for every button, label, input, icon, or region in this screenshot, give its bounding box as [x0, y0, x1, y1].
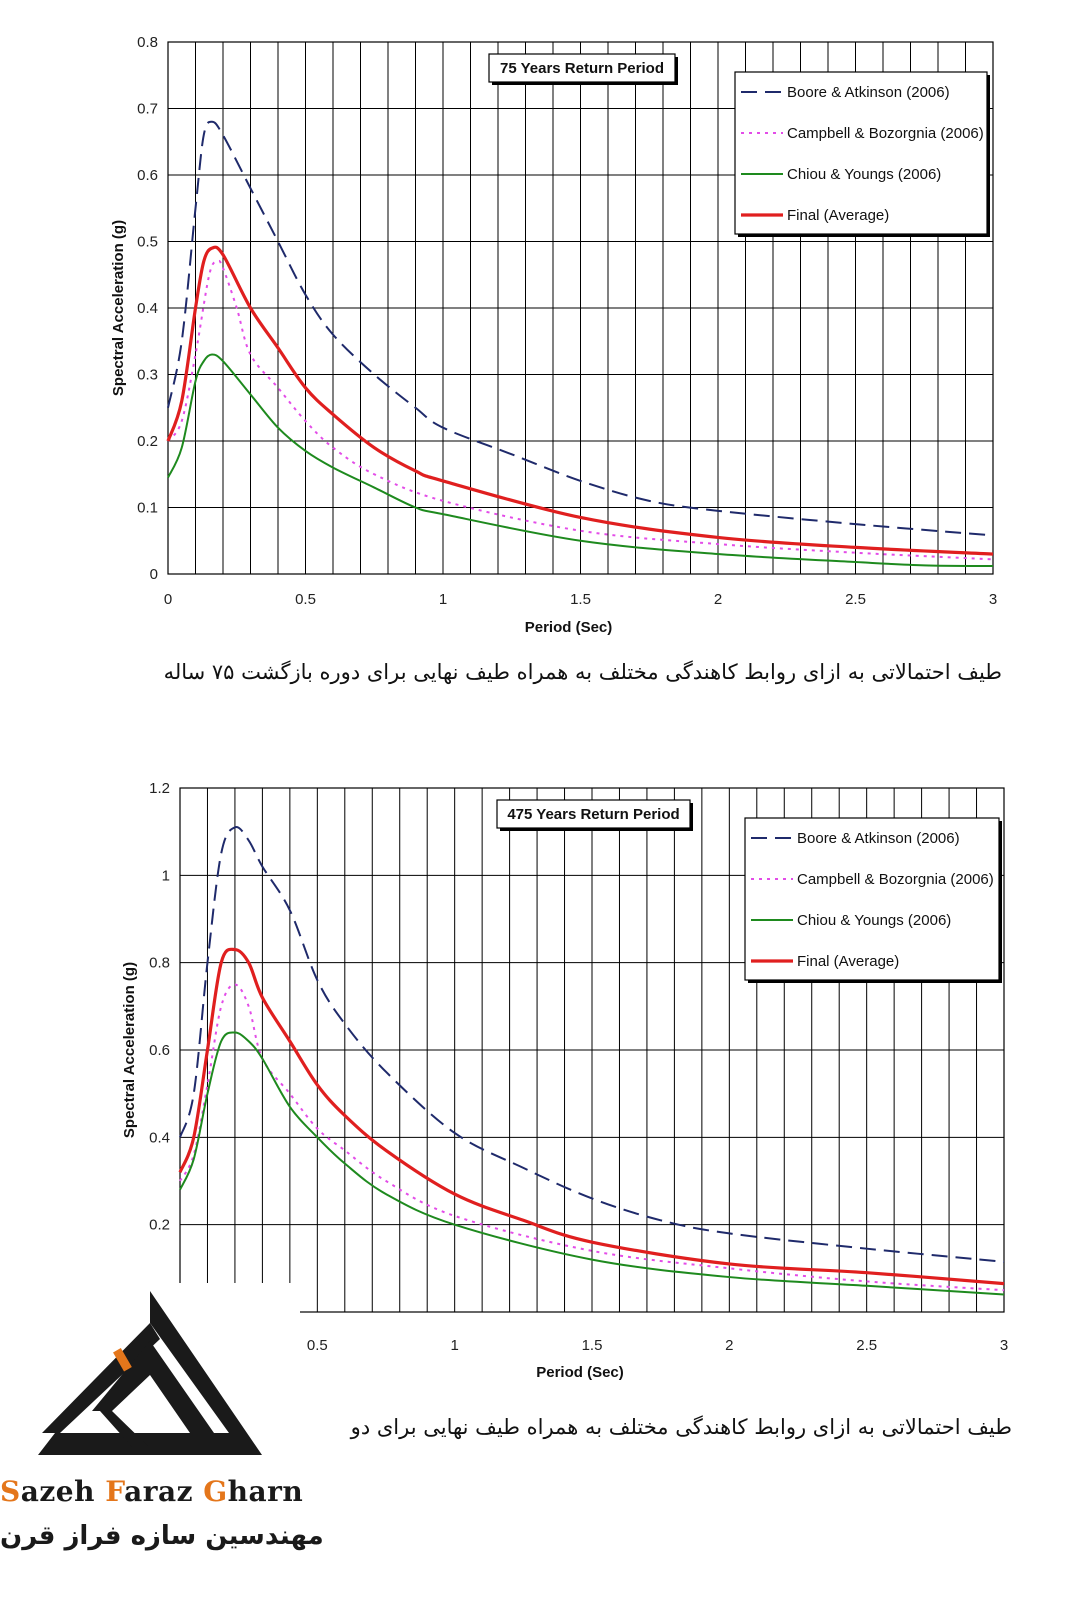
logo-english-name: Sazeh Faraz Gharn	[0, 1475, 304, 1508]
x-tick-label: 1	[450, 1337, 458, 1354]
chart-75-years: 0 0.1 0.2 0.3 0.4 0.5 0.6 0.7 0.8 0 0.5 1 1.5 2 2.5 3 Pe…	[110, 34, 997, 636]
y-tick-label: 0.5	[137, 234, 158, 251]
x-tick-label: 0.5	[307, 1337, 328, 1354]
y-tick-label: 0.2	[137, 433, 158, 450]
series-line-1	[179, 983, 1005, 1292]
y-tick-label: 0.8	[137, 34, 158, 51]
y-tick-label: 0.6	[137, 167, 158, 184]
x-tick-label: 1	[439, 591, 447, 608]
caption-475-years: طیف احتمالاتی به ازای روابط کاهندگی مختل…	[350, 1415, 1012, 1439]
y-tick-label: 1.2	[149, 780, 170, 797]
series-line-2	[179, 1031, 1005, 1296]
caption-75-years: طیف احتمالاتی به ازای روابط کاهندگی مختل…	[163, 660, 1002, 684]
y-tick-label: 0.4	[137, 300, 158, 317]
y-tick-label: 0.8	[149, 955, 170, 972]
series-line-3	[178, 947, 1005, 1286]
legend-label-1: Campbell & Bozorgnia (2006)	[787, 125, 984, 142]
x-tick-label: 2.5	[856, 1337, 877, 1354]
legend-label-0: Boore & Atkinson (2006)	[787, 84, 950, 101]
x-tick-label: 0	[164, 591, 172, 608]
y-tick-label: 0.7	[137, 101, 158, 118]
series-line-1	[167, 259, 994, 561]
logo-mark-icon	[38, 1291, 262, 1455]
series-line-0	[179, 825, 1005, 1263]
legend-label-3: Final (Average)	[797, 953, 899, 970]
series-line-2	[167, 353, 994, 568]
y-axis-title: Spectral Acceleration (g)	[110, 220, 127, 396]
plot-frame	[167, 41, 994, 575]
plot-frame	[179, 787, 1005, 1313]
x-tick-label: 3	[989, 591, 997, 608]
x-axis-title: Period (Sec)	[525, 619, 613, 636]
legend-label-2: Chiou & Youngs (2006)	[797, 912, 951, 929]
series-line-3	[166, 245, 994, 556]
x-tick-label: 3	[1000, 1337, 1008, 1354]
x-tick-label: 2	[714, 591, 722, 608]
y-axis-title: Spectral Acceleration (g)	[121, 962, 138, 1138]
logo-persian-name: مهندسین سازه فراز قرن	[0, 1521, 324, 1551]
legend-label-2: Chiou & Youngs (2006)	[787, 166, 941, 183]
y-tick-label: 0.6	[149, 1042, 170, 1059]
chart-title: 475 Years Return Period	[507, 806, 679, 823]
legend-label-3: Final (Average)	[787, 207, 889, 224]
chart-title-box	[496, 799, 691, 829]
chart-475-years: 0.2 0.4 0.6 0.8 1 1.2 0.5 1 1.5 2 2.5 3 Period (Sec)…	[121, 780, 1008, 1381]
y-tick-label: 0.2	[149, 1217, 170, 1234]
y-tick-label: 1	[162, 867, 170, 884]
x-tick-label: 2.5	[845, 591, 866, 608]
x-tick-label: 1.5	[582, 1337, 603, 1354]
chart-title-box	[488, 53, 676, 83]
y-tick-label: 0.3	[137, 367, 158, 384]
x-axis-title: Period (Sec)	[536, 1364, 624, 1381]
legend-box	[734, 71, 988, 235]
y-tick-label: 0.1	[137, 500, 158, 517]
legend-label-1: Campbell & Bozorgnia (2006)	[797, 871, 994, 888]
legend-label-0: Boore & Atkinson (2006)	[797, 830, 960, 847]
x-tick-label: 2	[725, 1337, 733, 1354]
legend-box	[744, 817, 1000, 981]
series-line-0	[167, 120, 994, 537]
x-tick-label: 0.5	[295, 591, 316, 608]
y-tick-label: 0	[150, 566, 158, 583]
company-logo: Sazeh Faraz Gharn مهندسین سازه فراز قرن	[0, 1283, 324, 1609]
x-tick-label: 1.5	[570, 591, 591, 608]
chart-title: 75 Years Return Period	[500, 60, 664, 77]
y-tick-label: 0.4	[149, 1129, 170, 1146]
